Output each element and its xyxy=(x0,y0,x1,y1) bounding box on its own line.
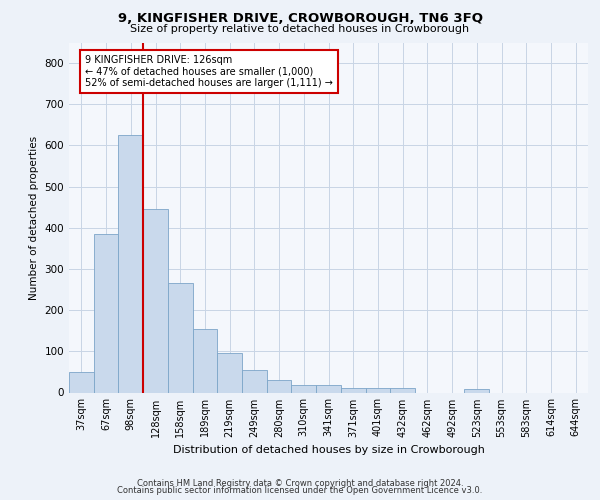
Text: 9 KINGFISHER DRIVE: 126sqm
← 47% of detached houses are smaller (1,000)
52% of s: 9 KINGFISHER DRIVE: 126sqm ← 47% of deta… xyxy=(85,55,333,88)
Text: Contains public sector information licensed under the Open Government Licence v3: Contains public sector information licen… xyxy=(118,486,482,495)
X-axis label: Distribution of detached houses by size in Crowborough: Distribution of detached houses by size … xyxy=(173,445,484,455)
Bar xyxy=(168,284,193,393)
Bar xyxy=(217,354,242,393)
Bar xyxy=(143,210,168,392)
Bar xyxy=(69,372,94,392)
Bar xyxy=(341,388,365,392)
Bar xyxy=(292,385,316,392)
Bar xyxy=(242,370,267,392)
Bar xyxy=(267,380,292,392)
Text: Contains HM Land Registry data © Crown copyright and database right 2024.: Contains HM Land Registry data © Crown c… xyxy=(137,478,463,488)
Bar xyxy=(390,388,415,392)
Bar xyxy=(464,389,489,392)
Text: Size of property relative to detached houses in Crowborough: Size of property relative to detached ho… xyxy=(130,24,470,34)
Bar xyxy=(316,385,341,392)
Bar xyxy=(365,388,390,392)
Bar xyxy=(118,135,143,392)
Bar xyxy=(94,234,118,392)
Y-axis label: Number of detached properties: Number of detached properties xyxy=(29,136,39,300)
Text: 9, KINGFISHER DRIVE, CROWBOROUGH, TN6 3FQ: 9, KINGFISHER DRIVE, CROWBOROUGH, TN6 3F… xyxy=(118,12,482,26)
Bar xyxy=(193,328,217,392)
